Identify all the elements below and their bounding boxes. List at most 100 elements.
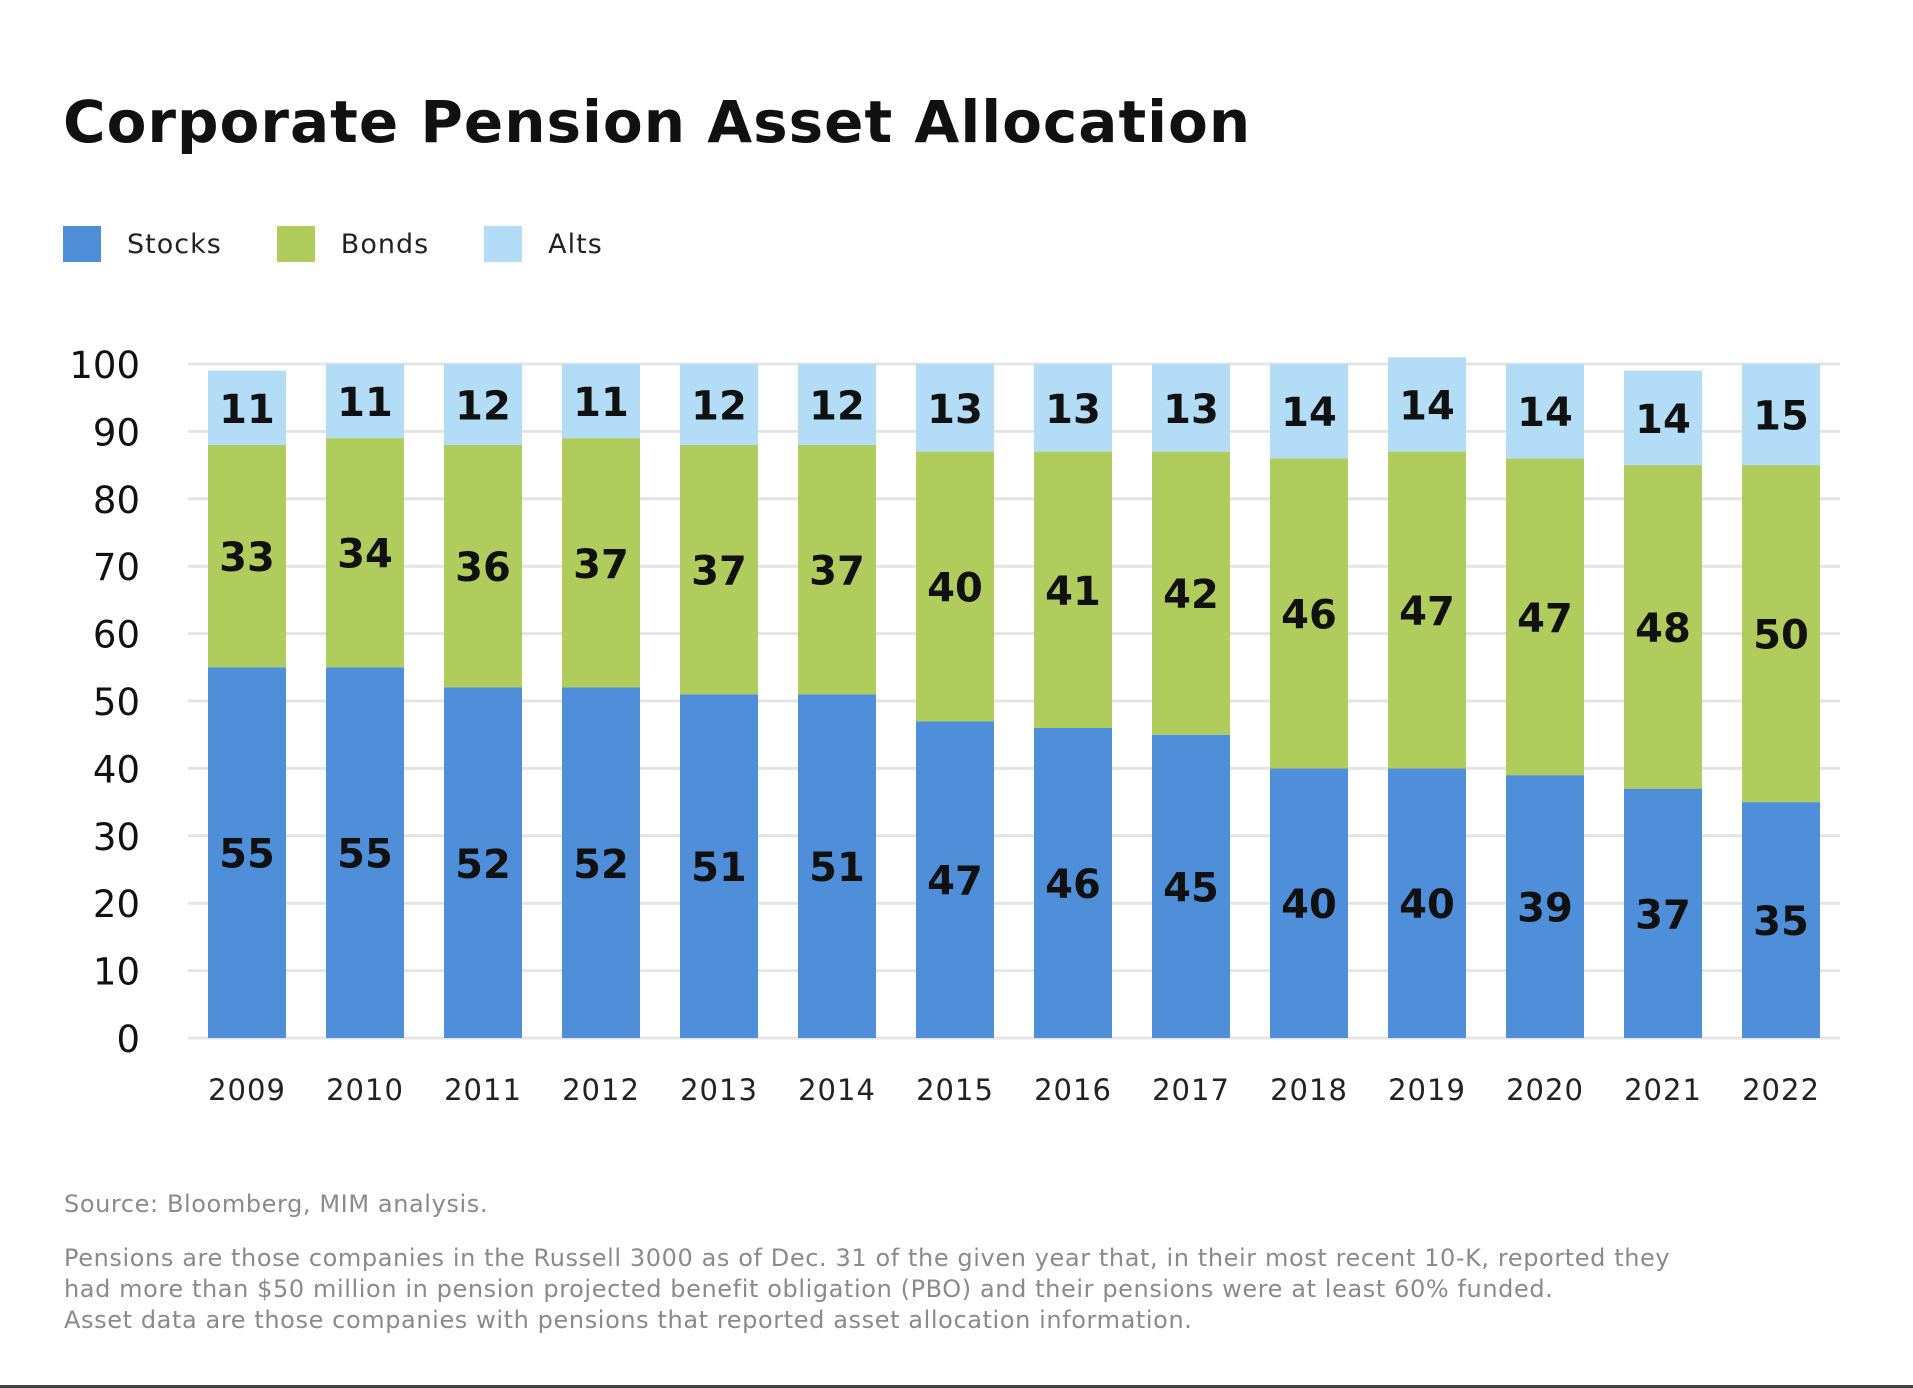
legend-label-alts: Alts xyxy=(548,228,603,260)
data-label-stocks: 51 xyxy=(691,845,747,891)
data-label-bonds: 37 xyxy=(573,542,629,588)
x-tick-label: 2011 xyxy=(444,1073,522,1107)
data-label-bonds: 36 xyxy=(455,545,511,591)
bar-bonds-2022 xyxy=(1742,465,1820,803)
data-label-alts: 12 xyxy=(691,383,747,429)
bar-alts-2012 xyxy=(562,364,640,439)
legend-swatch-stocks xyxy=(63,226,101,262)
bar-bonds-2012 xyxy=(562,438,640,688)
legend-label-bonds: Bonds xyxy=(340,228,430,260)
bar-alts-2017 xyxy=(1152,364,1230,452)
legend-label-stocks: Stocks xyxy=(127,228,222,260)
y-tick-label: 0 xyxy=(116,1018,140,1061)
x-tick-label: 2020 xyxy=(1506,1073,1584,1107)
bar-bonds-2009 xyxy=(208,444,286,668)
data-label-alts: 14 xyxy=(1517,390,1573,436)
bar-stocks-2021 xyxy=(1624,788,1702,1038)
data-label-bonds: 34 xyxy=(337,532,393,578)
notes-line-2: had more than $50 million in pension pro… xyxy=(64,1275,1554,1303)
data-label-bonds: 48 xyxy=(1635,606,1691,652)
y-tick-label: 10 xyxy=(93,951,140,994)
data-label-alts: 11 xyxy=(219,387,275,433)
data-label-stocks: 55 xyxy=(337,832,393,878)
y-tick-label: 50 xyxy=(93,681,140,724)
bar-alts-2016 xyxy=(1034,364,1112,452)
data-label-stocks: 52 xyxy=(573,842,629,888)
bar-alts-2015 xyxy=(916,364,994,452)
x-tick-label: 2010 xyxy=(326,1073,404,1107)
legend-item-bonds: Bonds xyxy=(276,226,430,262)
data-label-stocks: 40 xyxy=(1399,882,1455,928)
data-label-alts: 14 xyxy=(1281,390,1337,436)
bar-bonds-2020 xyxy=(1506,458,1584,776)
bar-stocks-2011 xyxy=(444,687,522,1038)
x-tick-label: 2017 xyxy=(1152,1073,1230,1107)
x-tick-label: 2019 xyxy=(1388,1073,1466,1107)
data-label-alts: 12 xyxy=(455,383,511,429)
legend-swatch-bonds xyxy=(276,226,315,262)
data-label-bonds: 37 xyxy=(691,549,747,595)
bar-stocks-2018 xyxy=(1270,768,1348,1038)
bar-stocks-2019 xyxy=(1388,768,1466,1038)
data-label-bonds: 42 xyxy=(1163,572,1219,618)
bar-bonds-2013 xyxy=(680,444,758,695)
data-label-stocks: 39 xyxy=(1517,886,1573,932)
data-label-alts: 13 xyxy=(927,387,983,433)
source-note: Source: Bloomberg, MIM analysis. xyxy=(64,1190,489,1218)
data-label-stocks: 37 xyxy=(1635,892,1691,938)
data-label-alts: 11 xyxy=(573,380,629,426)
y-tick-label: 60 xyxy=(93,614,140,657)
y-tick-label: 20 xyxy=(93,883,140,926)
data-label-alts: 14 xyxy=(1635,397,1691,443)
bar-stocks-2012 xyxy=(562,687,640,1038)
legend-item-stocks: Stocks xyxy=(63,226,222,262)
bar-alts-2011 xyxy=(444,364,522,445)
bar-stocks-2020 xyxy=(1506,775,1584,1038)
bar-alts-2021 xyxy=(1624,370,1702,466)
data-label-alts: 13 xyxy=(1163,387,1219,433)
x-tick-label: 2012 xyxy=(562,1073,640,1107)
data-label-stocks: 45 xyxy=(1163,865,1219,911)
bar-stocks-2015 xyxy=(916,721,994,1038)
legend: Stocks Bonds Alts xyxy=(63,226,658,262)
bar-bonds-2016 xyxy=(1034,451,1112,728)
data-label-bonds: 33 xyxy=(219,535,275,581)
data-label-alts: 11 xyxy=(337,380,393,426)
y-tick-label: 30 xyxy=(93,816,140,859)
bar-bonds-2014 xyxy=(798,444,876,695)
data-label-bonds: 47 xyxy=(1399,589,1455,635)
bar-alts-2019 xyxy=(1388,357,1466,452)
bar-alts-2010 xyxy=(326,364,404,439)
x-tick-label: 2016 xyxy=(1034,1073,1112,1107)
data-label-bonds: 41 xyxy=(1045,569,1101,615)
bar-stocks-2016 xyxy=(1034,727,1112,1038)
notes-line-3: Asset data are those companies with pens… xyxy=(64,1306,1193,1334)
bar-bonds-2017 xyxy=(1152,451,1230,735)
bar-bonds-2011 xyxy=(444,444,522,688)
data-label-alts: 15 xyxy=(1753,394,1809,440)
bar-stocks-2010 xyxy=(326,667,404,1038)
x-tick-label: 2022 xyxy=(1742,1073,1820,1107)
data-label-bonds: 47 xyxy=(1517,596,1573,642)
stacked-bar-chart: 0 10 20 30 40 50 60 70 80 90 100 55 33 11 2009 55 34 11 20… xyxy=(69,344,1840,1107)
data-label-stocks: 46 xyxy=(1045,862,1101,908)
y-tick-label: 100 xyxy=(69,344,140,387)
y-tick-label: 40 xyxy=(93,748,140,791)
y-tick-label: 80 xyxy=(93,479,140,522)
data-label-stocks: 40 xyxy=(1281,882,1337,928)
x-tick-label: 2009 xyxy=(208,1073,286,1107)
x-tick-label: 2015 xyxy=(916,1073,994,1107)
bar-stocks-2009 xyxy=(208,667,286,1038)
bar-stocks-2013 xyxy=(680,694,758,1038)
data-label-bonds: 37 xyxy=(809,549,865,595)
bar-alts-2013 xyxy=(680,364,758,445)
bar-bonds-2018 xyxy=(1270,458,1348,769)
bar-stocks-2022 xyxy=(1742,802,1820,1038)
bar-alts-2014 xyxy=(798,364,876,445)
legend-item-alts: Alts xyxy=(484,226,603,262)
x-tick-label: 2013 xyxy=(680,1073,758,1107)
bar-bonds-2015 xyxy=(916,451,994,722)
bar-bonds-2010 xyxy=(326,438,404,668)
data-label-alts: 14 xyxy=(1399,383,1455,429)
bar-alts-2018 xyxy=(1270,364,1348,459)
